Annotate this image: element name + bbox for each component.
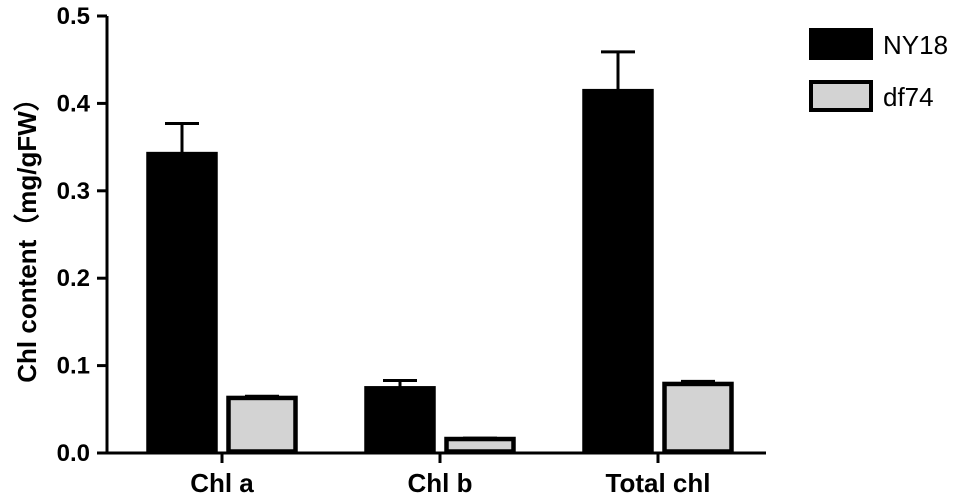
y-axis-label: Chl content（mg/gFW） (12, 85, 42, 383)
y-tick-label: 0.2 (57, 265, 90, 292)
legend-label-ny18: NY18 (883, 30, 948, 60)
bar-df74-total-chl (662, 381, 734, 454)
legend-swatch-df74 (809, 80, 873, 112)
y-axis: 0.0 0.1 0.2 0.3 0.4 0.5 (57, 3, 109, 467)
y-ticks: 0.0 0.1 0.2 0.3 0.4 0.5 (57, 3, 107, 467)
y-tick-label: 0.1 (57, 353, 90, 380)
legend: NY18 df74 (809, 28, 948, 112)
y-tick-label: 0.0 (57, 440, 90, 467)
bar-ny18-chl-a (146, 151, 218, 454)
bar-df74-chl-b (444, 436, 516, 454)
x-tick-label: Total chl (606, 468, 711, 498)
legend-label-df74: df74 (883, 82, 934, 112)
x-tick-label: Chl b (408, 468, 473, 498)
bar-df74-chl-a (226, 395, 298, 454)
x-ticks: Chl a Chl b Total chl (190, 453, 710, 498)
x-tick-label: Chl a (190, 468, 254, 498)
y-tick-label: 0.3 (57, 178, 90, 205)
x-axis: Chl a Chl b Total chl (105, 451, 766, 498)
bars (146, 50, 734, 454)
y-tick-label: 0.4 (57, 90, 91, 117)
y-tick-label: 0.5 (57, 3, 90, 30)
bar-ny18-total-chl (582, 88, 654, 454)
bar-ny18-chl-b (364, 386, 436, 454)
legend-swatch-ny18 (809, 28, 873, 60)
